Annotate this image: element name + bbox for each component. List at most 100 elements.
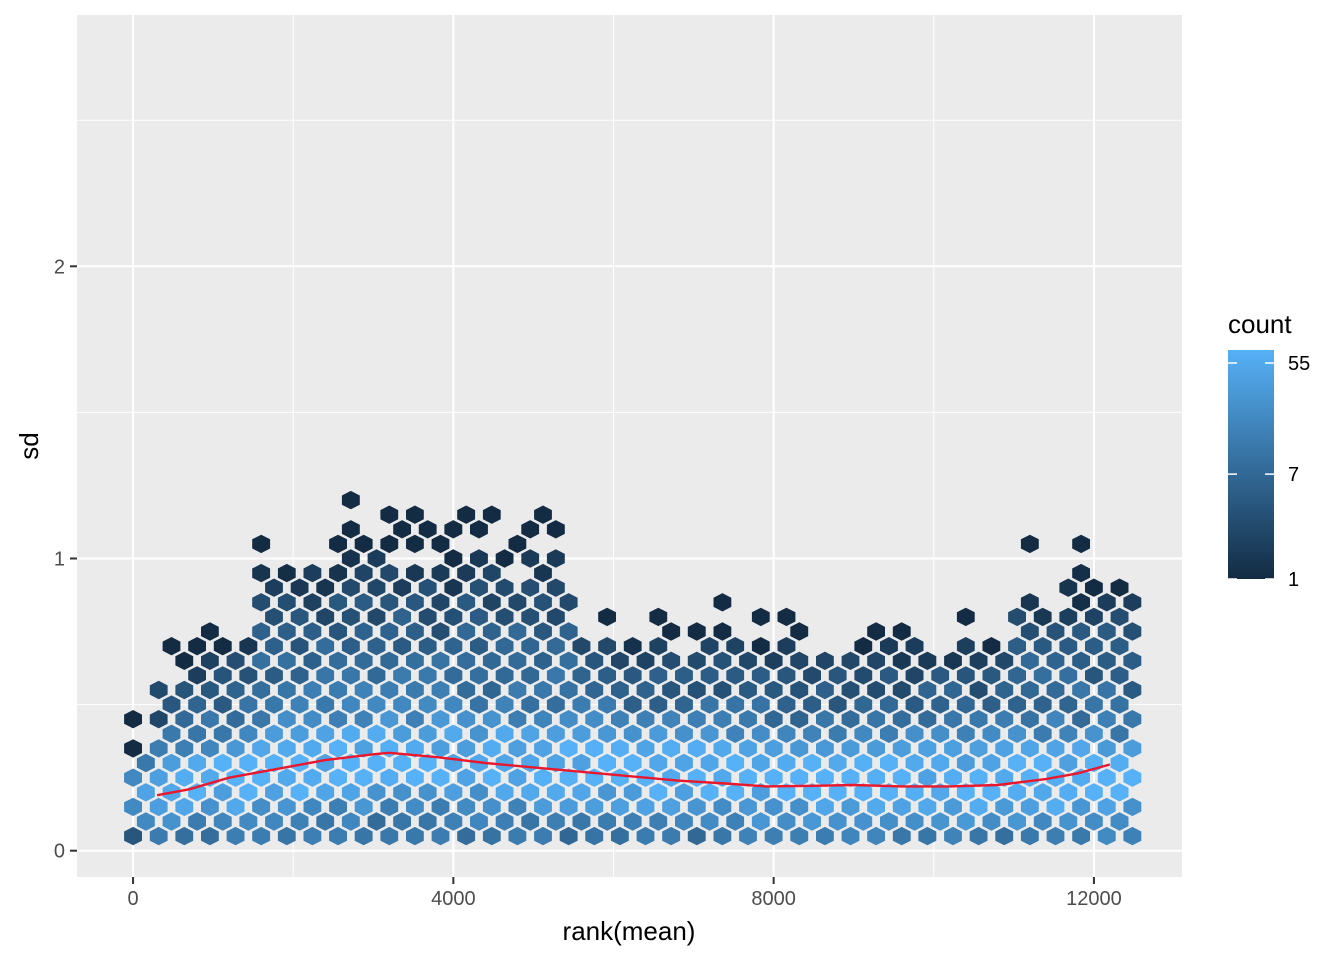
hex-cell xyxy=(751,753,770,773)
hex-cell xyxy=(1020,826,1039,846)
hex-cell xyxy=(918,768,937,787)
hex-cell xyxy=(482,739,501,758)
hex-cell xyxy=(213,695,232,714)
hex-cell xyxy=(393,578,411,597)
hex-cell xyxy=(777,724,796,743)
hex-cell xyxy=(444,666,463,685)
hex-cell xyxy=(406,593,424,612)
hex-cell xyxy=(892,826,911,846)
hex-cell xyxy=(406,826,424,846)
hex-cell xyxy=(905,637,924,656)
hex-cell xyxy=(393,753,411,773)
hex-cell xyxy=(239,724,258,743)
hex-cell xyxy=(841,768,860,787)
hex-cell xyxy=(649,695,668,714)
hex-cell xyxy=(726,724,745,743)
hex-cell xyxy=(867,797,885,817)
hex-cell xyxy=(367,724,386,743)
hex-cell xyxy=(559,622,578,641)
hex-cell xyxy=(329,680,347,700)
hex-cell xyxy=(495,695,514,714)
hex-cell xyxy=(751,666,770,685)
hex-cell xyxy=(470,695,488,714)
hex-cell xyxy=(226,651,245,670)
hex-cell xyxy=(124,739,142,758)
hex-cell xyxy=(546,724,565,743)
hex-cell xyxy=(393,666,411,685)
hex-cell xyxy=(482,622,501,641)
hex-cell xyxy=(149,739,168,758)
hex-cell xyxy=(931,753,950,773)
hex-cell xyxy=(418,666,437,685)
hex-cell xyxy=(406,622,424,641)
hex-cell xyxy=(277,622,296,641)
hex-cell xyxy=(277,680,296,700)
hex-cell xyxy=(341,783,360,802)
hex-cell xyxy=(226,797,245,817)
hex-cell xyxy=(687,651,706,670)
hex-cell xyxy=(585,680,604,700)
hex-cell xyxy=(508,768,527,787)
hex-cell xyxy=(726,783,745,802)
hex-cell xyxy=(739,768,757,787)
hex-cell xyxy=(1033,695,1052,714)
hex-cell xyxy=(880,695,898,714)
hex-cell xyxy=(1059,637,1078,656)
hex-cell xyxy=(956,607,975,627)
hex-cell xyxy=(303,768,322,787)
hex-cell xyxy=(277,651,296,670)
hex-cell xyxy=(803,783,821,802)
hex-cell xyxy=(982,637,1001,656)
hex-cell xyxy=(470,549,488,568)
hex-cell xyxy=(572,666,591,685)
hex-cell xyxy=(956,783,975,802)
hex-cell xyxy=(470,637,488,656)
hex-cell xyxy=(175,797,194,817)
hex-cell xyxy=(1008,812,1026,831)
hex-cell xyxy=(252,563,271,583)
hex-cell xyxy=(149,710,168,729)
hex-cell xyxy=(1046,797,1065,817)
hex-cell xyxy=(341,549,360,568)
hex-cell xyxy=(880,783,898,802)
hex-cell xyxy=(1046,680,1065,700)
hex-cell xyxy=(329,593,347,612)
hex-cell xyxy=(944,710,962,729)
hex-cell xyxy=(431,768,450,787)
hex-cell xyxy=(611,826,629,846)
hex-cell xyxy=(790,680,809,700)
hex-cell xyxy=(764,680,783,700)
hex-cell xyxy=(1033,724,1052,743)
hex-cell xyxy=(290,783,309,802)
hex-cell xyxy=(944,768,962,787)
hex-cell xyxy=(816,739,834,758)
hex-cell xyxy=(431,739,450,758)
hex-cell xyxy=(341,666,360,685)
hex-cell xyxy=(982,724,1001,743)
hex-cell xyxy=(457,739,476,758)
hex-cell xyxy=(534,651,552,670)
hex-cell xyxy=(944,739,962,758)
hex-cell xyxy=(495,724,514,743)
hex-cell xyxy=(700,753,719,773)
hex-cell xyxy=(316,695,335,714)
hex-cell xyxy=(969,710,988,729)
hex-cell xyxy=(149,768,168,787)
hex-cell xyxy=(277,710,296,729)
hex-cell xyxy=(790,622,809,641)
hex-cell xyxy=(393,695,411,714)
hex-cell xyxy=(969,797,988,817)
hex-cell xyxy=(1097,710,1116,729)
hex-cell xyxy=(1085,695,1103,714)
hex-cell xyxy=(239,666,258,685)
hex-cell xyxy=(290,724,309,743)
hex-cell xyxy=(777,753,796,773)
hex-cell xyxy=(1085,637,1103,656)
hex-cell xyxy=(841,680,860,700)
hex-cell xyxy=(803,724,821,743)
hex-cell xyxy=(1008,607,1026,627)
hex-cell xyxy=(687,797,706,817)
hex-cell xyxy=(431,534,450,554)
hex-cell xyxy=(457,710,476,729)
